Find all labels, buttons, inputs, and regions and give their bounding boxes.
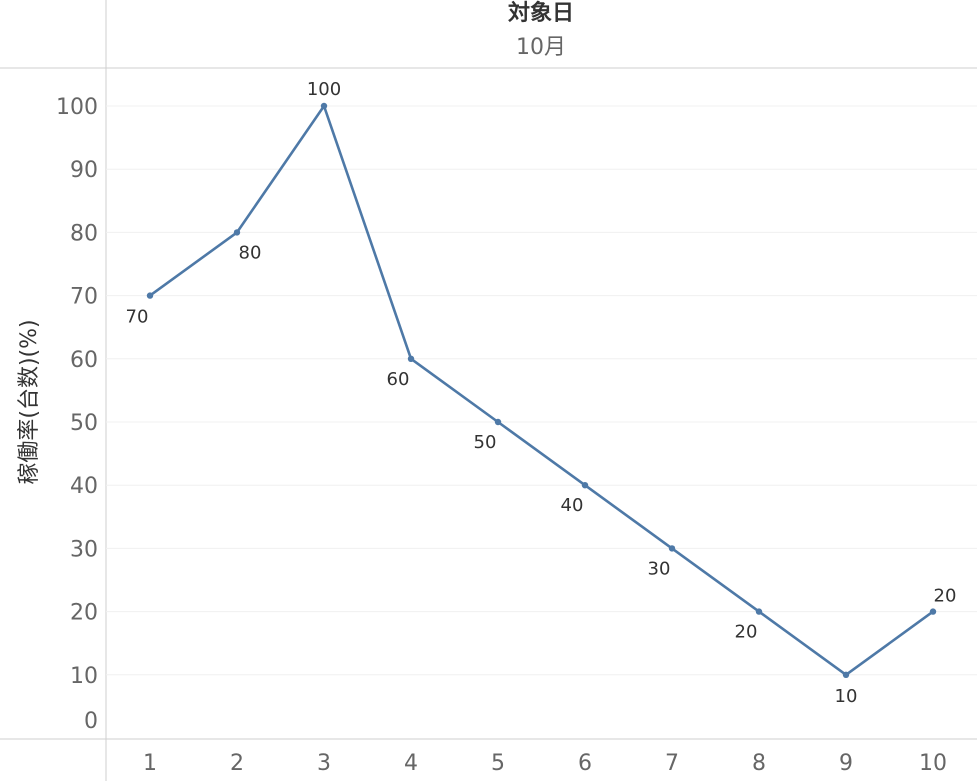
y-tick-label: 0 <box>84 709 98 734</box>
x-tick-label: 7 <box>665 751 679 776</box>
y-tick-label: 10 <box>70 664 98 689</box>
x-axis-ticks: 1 2 3 4 5 6 7 8 9 10 <box>143 751 947 776</box>
x-tick-label: 2 <box>230 751 244 776</box>
y-tick-label: 80 <box>70 221 98 246</box>
data-label: 30 <box>648 558 671 579</box>
x-tick-label: 9 <box>839 751 853 776</box>
y-tick-label: 50 <box>70 411 98 436</box>
data-point <box>581 482 589 489</box>
x-tick-label: 8 <box>752 751 766 776</box>
data-label: 50 <box>474 432 497 453</box>
data-point <box>755 608 763 615</box>
data-label: 60 <box>387 369 410 390</box>
y-tick-label: 90 <box>70 158 98 183</box>
y-axis-title: 稼働率(台数)(%) <box>17 319 42 484</box>
data-point <box>320 102 328 110</box>
y-tick-label: 60 <box>70 348 98 373</box>
header-subtitle: 10月 <box>516 35 566 60</box>
data-label: 20 <box>735 622 758 643</box>
data-point <box>929 608 937 615</box>
x-tick-label: 4 <box>404 751 418 776</box>
x-tick-label: 3 <box>317 751 331 776</box>
data-label: 100 <box>307 79 341 100</box>
y-axis-ticks: 0 10 20 30 40 50 60 70 80 90 100 <box>56 95 98 734</box>
data-label: 40 <box>561 495 584 516</box>
data-point <box>494 418 502 426</box>
y-tick-label: 20 <box>70 601 98 626</box>
data-label: 80 <box>239 242 262 263</box>
y-tick-label: 100 <box>56 95 98 120</box>
series-line <box>149 104 934 677</box>
x-tick-label: 1 <box>143 751 157 776</box>
y-tick-label: 30 <box>70 537 98 562</box>
data-point <box>146 292 154 299</box>
data-labels: 70 80 100 60 50 40 30 20 10 20 <box>126 79 957 707</box>
data-label: 10 <box>835 686 858 707</box>
data-label: 70 <box>126 307 149 328</box>
series-layer <box>146 102 937 678</box>
y-tick-label: 40 <box>70 474 98 499</box>
data-point <box>407 355 415 362</box>
x-tick-label: 6 <box>578 751 592 776</box>
data-point <box>233 229 241 236</box>
data-label: 20 <box>934 586 957 607</box>
data-point <box>842 671 850 678</box>
y-tick-label: 70 <box>70 285 98 310</box>
header-title: 対象日 <box>508 0 574 26</box>
x-tick-label: 5 <box>491 751 505 776</box>
data-point <box>668 545 676 552</box>
x-tick-label: 10 <box>919 751 947 776</box>
gridlines <box>106 105 977 676</box>
